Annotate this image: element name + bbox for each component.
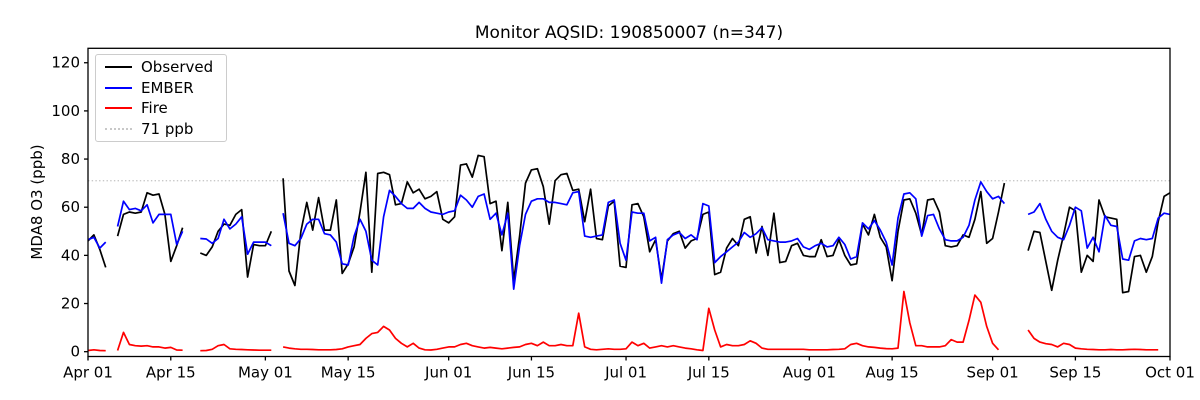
y-tick-label: 40: [61, 246, 80, 264]
ember-line-swatch: [105, 86, 132, 89]
legend-item-threshold: 71 ppb: [96, 119, 226, 139]
legend-item-fire: Fire: [96, 98, 226, 118]
x-tick-label: Sep 01: [967, 364, 1019, 382]
y-tick-label: 60: [61, 198, 80, 216]
x-tick-label: May 15: [321, 364, 376, 382]
x-tick-label: Apr 15: [146, 364, 196, 382]
x-tick-label: Oct 01: [1145, 364, 1195, 382]
x-tick-label: Aug 01: [783, 364, 836, 382]
series-line-observed: [87, 234, 107, 268]
observed-line-swatch: [105, 66, 132, 69]
x-tick-label: Jun 15: [507, 364, 555, 382]
series-line-observed: [199, 208, 273, 278]
y-tick-label: 0: [70, 343, 80, 361]
legend-label-ember: EMBER: [141, 78, 194, 97]
threshold-line-swatch: [105, 127, 132, 130]
x-tick-label: Aug 15: [866, 364, 919, 382]
series-line-fire: [200, 343, 272, 352]
x-tick-label: Jun 01: [424, 364, 472, 382]
y-tick-label: 100: [51, 102, 80, 120]
x-tick-label: Jul 01: [604, 364, 647, 382]
x-tick-label: Jul 15: [687, 364, 730, 382]
x-tick-label: Sep 15: [1049, 364, 1101, 382]
legend-item-observed: Observed: [96, 57, 226, 77]
y-tick-label: 20: [61, 295, 80, 313]
legend-label-fire: Fire: [141, 99, 168, 118]
x-tick-label: Apr 01: [63, 364, 113, 382]
chart-title: Monitor AQSID: 190850007 (n=347): [474, 23, 784, 43]
legend-label-observed: Observed: [141, 58, 214, 77]
fire-line-swatch: [105, 107, 132, 110]
y-tick-label: 120: [51, 54, 80, 72]
y-tick-label: 80: [61, 150, 80, 168]
series-line-ember: [116, 200, 184, 246]
series-line-fire: [1027, 329, 1159, 351]
series-line-observed: [1027, 192, 1171, 294]
series-line-fire: [282, 290, 1000, 352]
legend: Observed EMBER Fire 71 ppb: [95, 54, 227, 142]
series-line-ember: [282, 181, 1006, 290]
series-line-observed: [116, 191, 184, 263]
series-line-ember: [87, 236, 107, 249]
legend-label-threshold: 71 ppb: [141, 119, 194, 138]
series-line-fire: [116, 331, 183, 352]
series-line-ember: [200, 215, 272, 256]
plot-frame: [87, 47, 1171, 358]
x-tick-label: May 01: [238, 364, 293, 382]
series-line-ember: [1027, 202, 1171, 262]
legend-item-ember: EMBER: [96, 78, 226, 98]
series-line-fire: [87, 348, 106, 352]
series-line-observed: [282, 154, 1006, 287]
